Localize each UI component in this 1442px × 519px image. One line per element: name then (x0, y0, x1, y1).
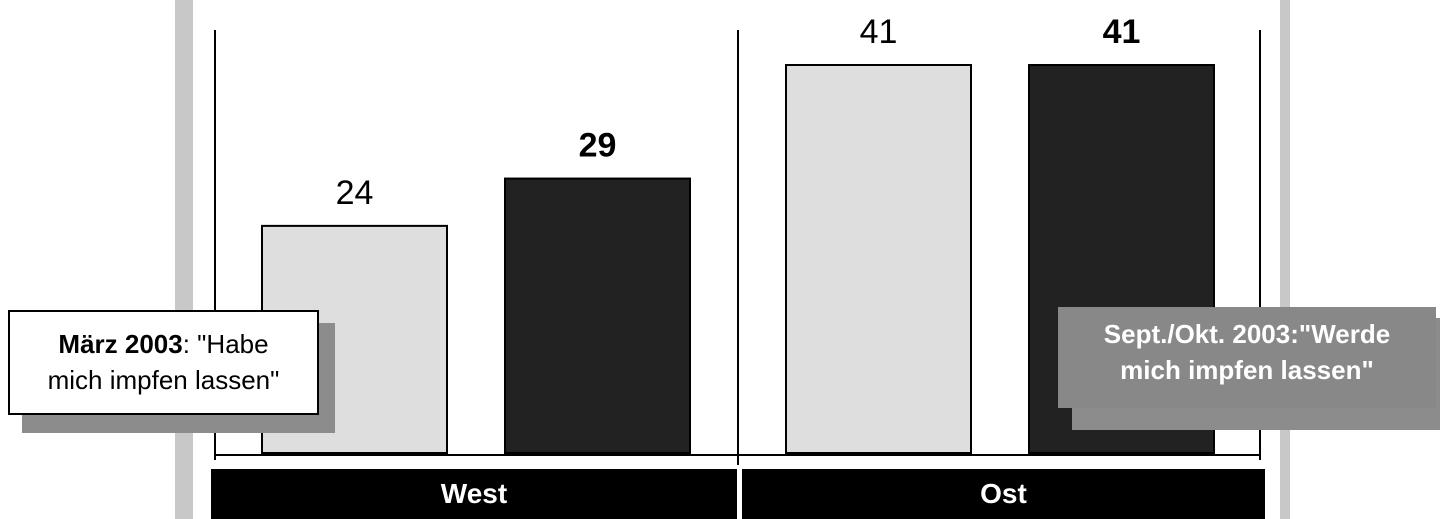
legend-march-bold: März 2003 (58, 329, 183, 359)
bar-west-series-2 (504, 177, 691, 454)
group-band-ost (742, 469, 1265, 519)
legend-sept-line2: mich impfen lassen" (1120, 355, 1374, 385)
legend-sept-line1: Sept./Okt. 2003:"Werde (1103, 319, 1391, 349)
group-band-west (211, 469, 737, 519)
value-label-west-series-1: 24 (336, 174, 374, 212)
value-label-west-series-2: 29 (579, 127, 617, 165)
value-label-ost-series-2: 41 (1103, 13, 1141, 51)
legend-march-line2: mich impfen lassen" (47, 365, 280, 395)
bar-west-series-1 (261, 224, 448, 454)
category-label-ost: Ost (980, 478, 1027, 509)
value-label-ost-series-1: 41 (860, 13, 898, 51)
legend-march-text: : "Habe (182, 329, 269, 359)
legend-march-2003: März 2003: "Habe mich impfen lassen" (8, 310, 319, 415)
bar-ost-series-1 (785, 64, 972, 454)
legend-sept-okt-2003: Sept./Okt. 2003:"Werde mich impfen lasse… (1058, 307, 1436, 408)
category-label-west: West (441, 478, 507, 509)
